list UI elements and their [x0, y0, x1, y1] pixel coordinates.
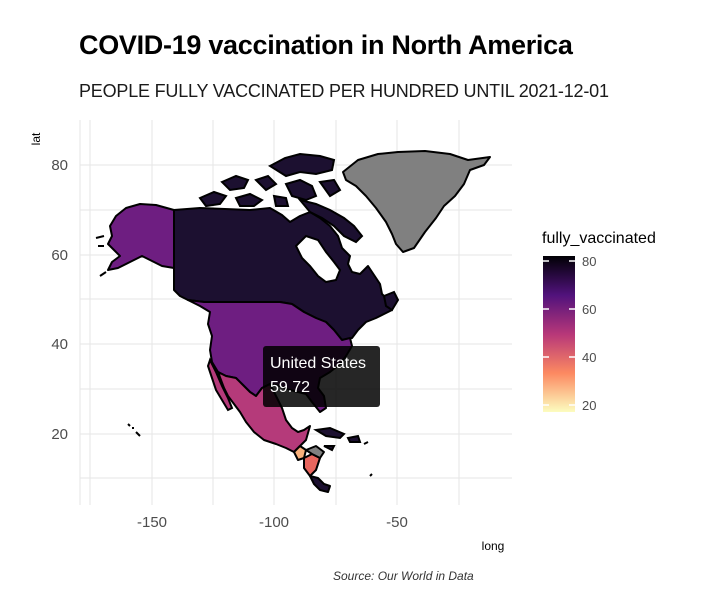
country-panama[interactable]: [309, 475, 331, 493]
y-axis: 80 60 40 20 lat: [29, 132, 68, 443]
country-alaska[interactable]: [107, 203, 175, 271]
tooltip-value: 59.72: [270, 379, 310, 396]
baja-california: [206, 357, 234, 412]
legend-tick-label: 20: [582, 398, 596, 413]
y-tick-label: 20: [51, 426, 68, 443]
y-tick-label: 60: [51, 247, 68, 264]
x-tick-label: -150: [137, 514, 167, 531]
country-mexico[interactable]: [217, 371, 311, 453]
legend-tick-label: 60: [582, 302, 596, 317]
color-legend: fully_vaccinated 80 60 40 20: [542, 230, 656, 413]
tooltip-box: [263, 346, 380, 407]
hudson-bay: [294, 234, 342, 284]
map-title: COVID-19 vaccination in North America: [79, 30, 573, 60]
legend-title: fully_vaccinated: [542, 230, 656, 247]
hover-tooltip: United States 59.72: [263, 346, 380, 407]
y-axis-title: lat: [29, 132, 43, 145]
country-honduras[interactable]: [305, 445, 325, 459]
country-guatemala[interactable]: [293, 445, 307, 461]
source-caption: Source: Our World in Data: [333, 569, 474, 583]
alaska-aleutian-islands: [95, 235, 107, 277]
x-tick-label: -50: [386, 514, 408, 531]
x-axis: -150 -100 -50 long: [137, 514, 504, 553]
caribbean-islands: [313, 426, 373, 477]
y-tick-label: 40: [51, 336, 68, 353]
tooltip-country: United States: [270, 355, 366, 372]
x-axis-title: long: [482, 539, 505, 553]
x-tick-label: -100: [259, 514, 289, 531]
legend-colorbar: [543, 256, 575, 412]
y-tick-label: 80: [51, 157, 68, 174]
newfoundland: [382, 290, 400, 312]
hawaii-islands: [127, 423, 141, 437]
canada-arctic-islands: [198, 152, 364, 244]
legend-tick-label: 40: [582, 350, 596, 365]
country-greenland[interactable]: [342, 150, 491, 253]
legend-tick-label: 80: [582, 254, 596, 269]
map-subtitle: PEOPLE FULLY VACCINATED PER HUNDRED UNTI…: [79, 81, 609, 101]
